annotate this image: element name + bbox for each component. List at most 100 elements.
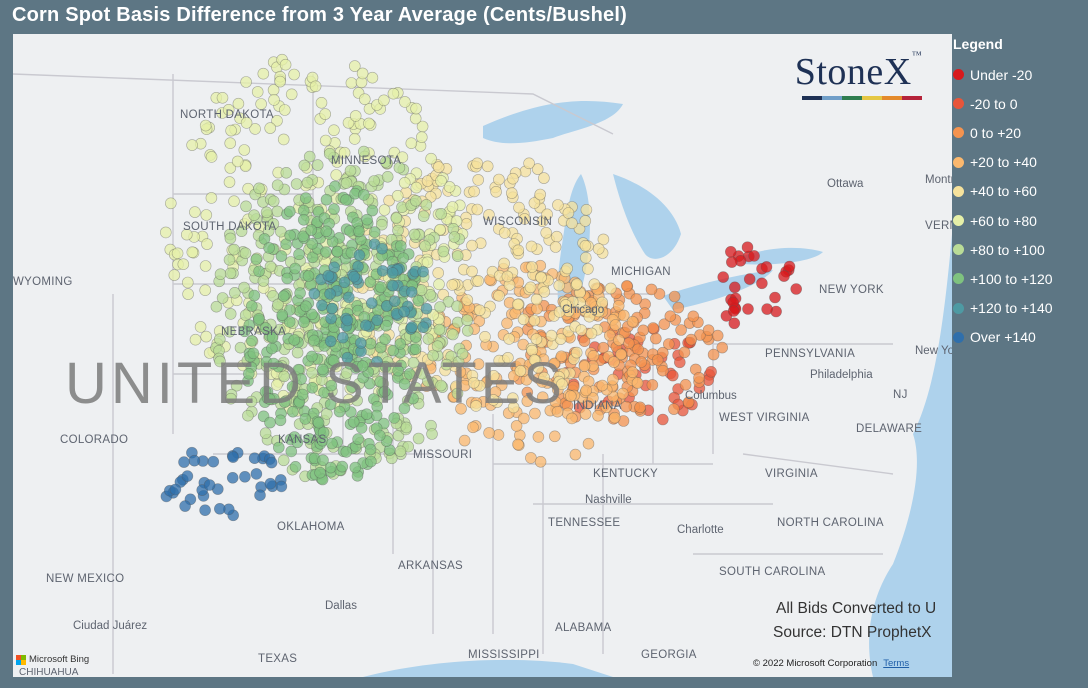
basis-point[interactable] <box>761 303 773 315</box>
basis-point[interactable] <box>258 233 271 245</box>
basis-point[interactable] <box>308 287 321 300</box>
basis-point[interactable] <box>373 429 386 442</box>
basis-point[interactable] <box>637 324 650 337</box>
basis-point[interactable] <box>266 331 279 344</box>
basis-point[interactable] <box>182 276 194 289</box>
basis-point[interactable] <box>646 379 659 391</box>
basis-point[interactable] <box>388 412 401 424</box>
legend-item[interactable]: +80 to +100 <box>953 235 1083 264</box>
basis-point[interactable] <box>600 401 613 414</box>
basis-point[interactable] <box>253 182 265 195</box>
basis-point[interactable] <box>470 400 482 412</box>
basis-point[interactable] <box>609 319 622 331</box>
basis-point[interactable] <box>493 173 505 186</box>
basis-point[interactable] <box>267 357 280 370</box>
basis-point[interactable] <box>324 461 337 474</box>
basis-point[interactable] <box>309 80 322 93</box>
basis-point[interactable] <box>268 94 280 106</box>
basis-point[interactable] <box>383 194 395 207</box>
basis-point[interactable] <box>295 373 307 385</box>
basis-point[interactable] <box>512 438 524 451</box>
basis-point[interactable] <box>664 310 677 323</box>
basis-point[interactable] <box>783 260 796 273</box>
basis-point[interactable] <box>342 291 355 304</box>
basis-point[interactable] <box>564 390 577 402</box>
basis-point[interactable] <box>247 347 260 360</box>
basis-point[interactable] <box>272 298 284 311</box>
basis-point[interactable] <box>223 254 236 266</box>
basis-point[interactable] <box>561 262 574 275</box>
basis-point[interactable] <box>531 163 544 175</box>
basis-point[interactable] <box>235 225 248 237</box>
basis-point[interactable] <box>534 455 547 468</box>
basis-point[interactable] <box>432 161 445 173</box>
basis-point[interactable] <box>316 299 328 312</box>
basis-point[interactable] <box>417 321 430 334</box>
basis-point[interactable] <box>386 279 399 292</box>
basis-point[interactable] <box>578 335 591 348</box>
basis-point[interactable] <box>725 256 738 268</box>
basis-point[interactable] <box>424 288 437 301</box>
basis-point[interactable] <box>189 333 202 346</box>
basis-point[interactable] <box>702 324 715 337</box>
basis-point[interactable] <box>283 316 296 328</box>
basis-point[interactable] <box>379 333 391 346</box>
basis-point[interactable] <box>264 122 277 134</box>
basis-point[interactable] <box>394 240 407 252</box>
basis-point[interactable] <box>461 324 474 337</box>
basis-point[interactable] <box>579 408 592 420</box>
basis-point[interactable] <box>487 394 500 406</box>
basis-point[interactable] <box>319 108 332 120</box>
basis-point[interactable] <box>651 354 664 366</box>
basis-point[interactable] <box>201 238 213 250</box>
basis-point[interactable] <box>303 150 316 163</box>
basis-point[interactable] <box>289 262 302 275</box>
basis-point[interactable] <box>263 393 276 405</box>
basis-point[interactable] <box>293 248 305 261</box>
basis-point[interactable] <box>468 185 480 198</box>
basis-point[interactable] <box>392 364 404 377</box>
basis-point[interactable] <box>229 286 241 299</box>
basis-point[interactable] <box>378 204 391 216</box>
basis-point[interactable] <box>433 278 445 291</box>
basis-point[interactable] <box>271 205 284 218</box>
basis-point[interactable] <box>790 283 803 295</box>
basis-point[interactable] <box>410 181 423 194</box>
basis-point[interactable] <box>523 157 535 170</box>
basis-point[interactable] <box>381 171 394 183</box>
basis-point[interactable] <box>532 361 545 374</box>
basis-point[interactable] <box>378 94 390 107</box>
legend-item[interactable]: +20 to +40 <box>953 148 1083 177</box>
basis-point[interactable] <box>298 159 311 172</box>
basis-point[interactable] <box>512 244 525 257</box>
basis-point[interactable] <box>483 427 495 439</box>
basis-point[interactable] <box>257 67 270 80</box>
basis-point[interactable] <box>225 124 237 137</box>
basis-point[interactable] <box>580 384 593 397</box>
basis-point[interactable] <box>306 381 319 394</box>
basis-point[interactable] <box>312 416 325 429</box>
basis-point[interactable] <box>666 369 679 382</box>
basis-point[interactable] <box>315 97 328 109</box>
basis-point[interactable] <box>297 230 310 243</box>
basis-point[interactable] <box>267 218 280 230</box>
basis-point[interactable] <box>232 97 245 110</box>
basis-point[interactable] <box>498 227 511 239</box>
basis-point[interactable] <box>271 379 283 391</box>
basis-point[interactable] <box>253 313 265 325</box>
basis-point[interactable] <box>379 156 392 168</box>
basis-point[interactable] <box>545 329 558 342</box>
basis-point[interactable] <box>274 414 287 427</box>
basis-point[interactable] <box>426 428 438 440</box>
basis-point[interactable] <box>277 133 290 146</box>
basis-point[interactable] <box>329 180 341 193</box>
basis-point[interactable] <box>243 367 255 380</box>
basis-point[interactable] <box>364 443 377 456</box>
basis-point[interactable] <box>238 325 251 338</box>
basis-point[interactable] <box>349 461 362 474</box>
basis-point[interactable] <box>446 201 459 213</box>
basis-point[interactable] <box>592 409 604 422</box>
basis-point[interactable] <box>303 433 316 445</box>
basis-point[interactable] <box>199 504 211 517</box>
basis-point[interactable] <box>376 242 388 255</box>
